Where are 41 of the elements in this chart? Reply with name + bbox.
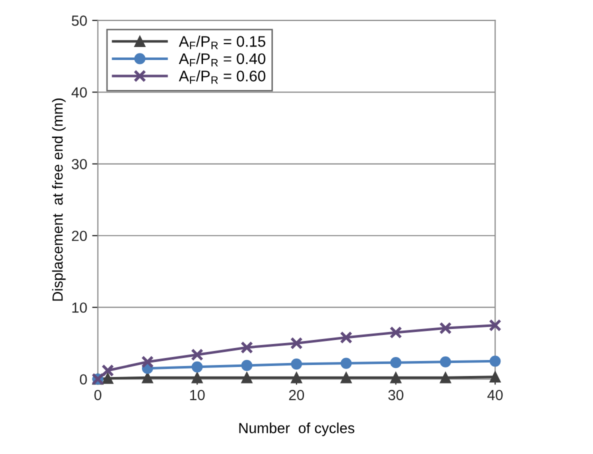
x-tick-label: 20 [289, 390, 304, 400]
x-axis-title: Number of cycles [239, 422, 354, 436]
point [488, 319, 502, 332]
x-tick-label: 40 [487, 390, 503, 400]
point [142, 372, 154, 384]
legend-label: A$_{F}$/P$_{R}$ = 0.60 [178, 70, 266, 84]
point [290, 336, 303, 350]
point [192, 372, 203, 384]
point [440, 372, 452, 384]
point [240, 341, 254, 354]
point [439, 322, 452, 334]
legend-label: A$_{F}$/P$_{R}$ = 0.15 [178, 36, 266, 50]
point [241, 372, 252, 384]
x-tick-label: 30 [388, 390, 404, 400]
point [390, 326, 402, 339]
y-tick-label: 50 [72, 16, 87, 26]
y-tick-label: 10 [72, 302, 87, 313]
x-tick-label: 0 [94, 390, 102, 400]
point [241, 360, 252, 372]
point [190, 348, 204, 361]
point [290, 358, 302, 370]
point [102, 372, 114, 384]
y-tick-label: 30 [72, 158, 87, 170]
y-tick-label: 40 [72, 87, 87, 98]
legend-label: A$_{F}$/P$_{R}$ = 0.40 [178, 52, 266, 66]
point [490, 371, 501, 382]
y-tick-label: 0 [80, 374, 87, 385]
point [192, 361, 203, 372]
point [340, 372, 352, 384]
point [340, 331, 352, 344]
y-axis-title: Displacement at free end (mm) [52, 98, 66, 301]
point [390, 357, 402, 368]
point [440, 356, 452, 368]
point [141, 356, 154, 368]
point [340, 358, 352, 369]
point [390, 372, 402, 384]
point [290, 372, 302, 384]
point [102, 364, 114, 377]
y-tick-label: 20 [72, 230, 87, 242]
point [490, 356, 501, 367]
x-tick-label: 10 [190, 390, 205, 400]
